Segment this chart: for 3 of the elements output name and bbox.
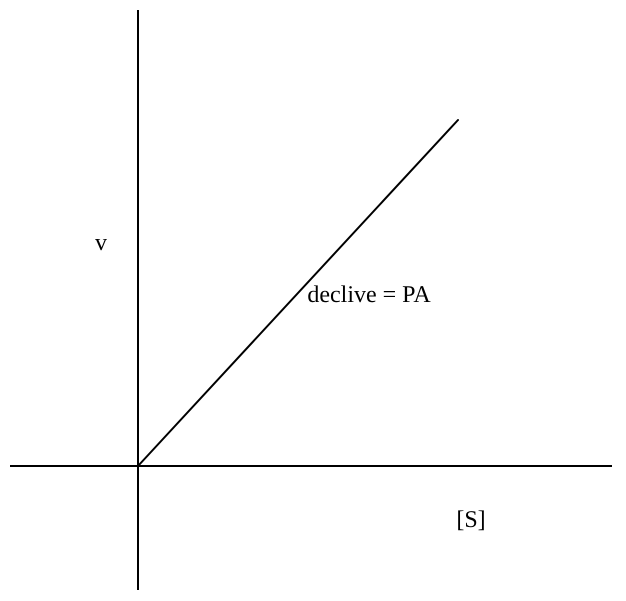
annotation: declive = PA bbox=[307, 282, 432, 308]
y-axis-title: v bbox=[95, 230, 107, 256]
x-axis-title: [S] bbox=[456, 507, 486, 533]
